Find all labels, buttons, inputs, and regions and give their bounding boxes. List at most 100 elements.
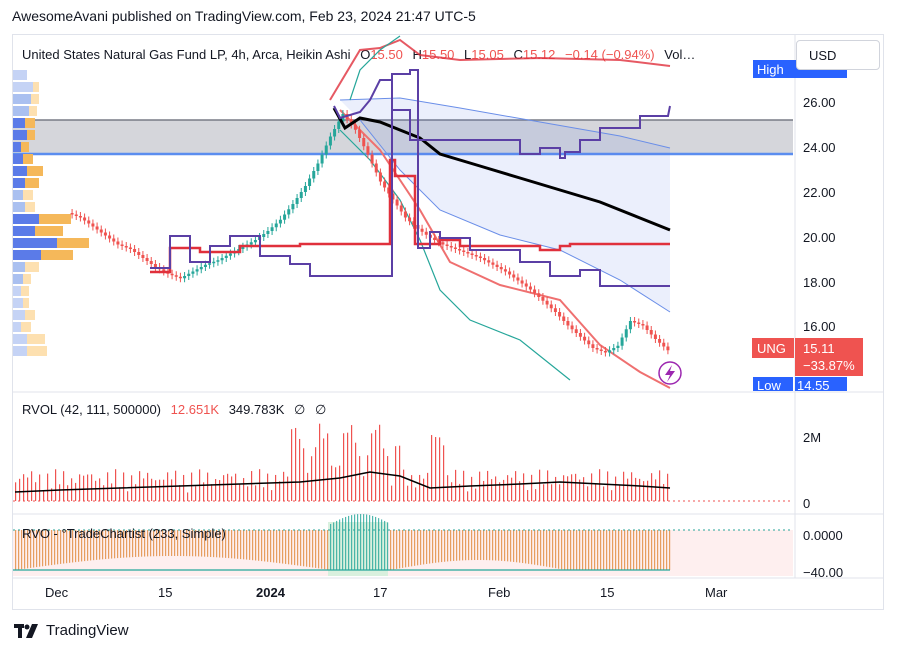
rvo-bar bbox=[261, 530, 263, 562]
rvo-bar bbox=[555, 530, 557, 569]
rvol-bar bbox=[219, 480, 221, 501]
rvol-bar bbox=[595, 483, 597, 501]
rvol-bar bbox=[271, 490, 273, 501]
rvo-bar bbox=[189, 530, 191, 557]
rvo-bar bbox=[252, 530, 254, 561]
candle bbox=[449, 246, 453, 248]
rvol-bar bbox=[563, 475, 565, 501]
rvo-bar bbox=[507, 530, 509, 562]
rvo-bar bbox=[108, 530, 110, 559]
rvo-bar bbox=[549, 530, 551, 568]
rvo-bar bbox=[42, 530, 44, 567]
rvo-bar bbox=[15, 530, 17, 570]
rvo-bar bbox=[132, 530, 134, 558]
rvo-bar bbox=[345, 516, 347, 570]
candle bbox=[283, 214, 287, 220]
rvol-bar bbox=[407, 485, 409, 501]
rvo-bar bbox=[645, 530, 647, 570]
rvol-bar bbox=[139, 471, 141, 501]
candle bbox=[128, 247, 132, 249]
rvo-bar bbox=[618, 530, 620, 570]
rvo-bar bbox=[573, 530, 575, 570]
candle bbox=[628, 321, 632, 330]
volume-profile bbox=[13, 70, 89, 356]
candle bbox=[295, 198, 299, 204]
rvo-bar bbox=[33, 530, 35, 568]
candle bbox=[441, 242, 445, 245]
candle bbox=[153, 264, 157, 267]
candle bbox=[262, 234, 266, 237]
rvo-bar bbox=[531, 530, 533, 565]
rvo-bar bbox=[57, 530, 59, 565]
rvol-bar bbox=[355, 442, 357, 501]
rvol-bar bbox=[443, 445, 445, 501]
rvo-bar bbox=[297, 530, 299, 566]
rvo-bar bbox=[441, 530, 443, 563]
rvo-bar bbox=[525, 530, 527, 564]
candle bbox=[495, 264, 499, 267]
rvo-bar bbox=[315, 530, 317, 568]
rvo-bar bbox=[84, 530, 86, 562]
rvo-bar bbox=[333, 522, 335, 570]
rvo-bar bbox=[144, 530, 146, 557]
rvol-bar bbox=[547, 470, 549, 501]
lightning-icon[interactable] bbox=[658, 361, 682, 385]
rvol-bar bbox=[471, 476, 473, 501]
rvol-bar bbox=[319, 423, 321, 501]
purple-step-line-low bbox=[150, 69, 670, 287]
rvol-bar bbox=[379, 424, 381, 501]
rvol-bars bbox=[15, 423, 669, 501]
rvol-bar bbox=[359, 456, 361, 501]
rvol-bar bbox=[391, 485, 393, 501]
rvol-bar bbox=[123, 472, 125, 501]
chart-frame[interactable] bbox=[12, 34, 884, 610]
currency-selector[interactable]: USD bbox=[796, 40, 880, 70]
time-tick: 17 bbox=[373, 585, 387, 600]
rvo-bar bbox=[384, 520, 386, 570]
candle bbox=[70, 213, 74, 215]
rvol-bar bbox=[571, 474, 573, 501]
rvol-bar bbox=[67, 485, 69, 501]
candle bbox=[141, 255, 145, 258]
candle bbox=[666, 346, 670, 351]
rvo-bar bbox=[546, 530, 548, 567]
rvo-bar bbox=[495, 530, 497, 561]
rvol-bar bbox=[599, 469, 601, 501]
rvo-bar bbox=[513, 530, 515, 562]
candle bbox=[287, 209, 291, 215]
rvol-bar bbox=[119, 487, 121, 501]
candle bbox=[583, 336, 587, 341]
rvol-bar bbox=[115, 469, 117, 501]
rvo-bar bbox=[243, 530, 245, 560]
rvo-bar bbox=[432, 530, 434, 564]
rvol-bar bbox=[403, 469, 405, 501]
rvo-axis-0: 0.0000 bbox=[803, 528, 843, 543]
rvo-bar bbox=[402, 530, 404, 568]
rvol-bar bbox=[395, 446, 397, 501]
svg-text:15.11: 15.11 bbox=[803, 341, 835, 356]
rvo-bar bbox=[300, 530, 302, 566]
candle bbox=[220, 258, 224, 261]
rvo-bar bbox=[339, 519, 341, 570]
rvo-bar bbox=[204, 530, 206, 557]
time-axis[interactable]: Dec 15 2024 17 Feb 15 Mar bbox=[45, 585, 728, 600]
price-axis[interactable]: 26.00 24.00 22.00 20.00 18.00 16.00 bbox=[803, 95, 836, 334]
rvo-bar bbox=[459, 530, 461, 561]
rvo-bar bbox=[498, 530, 500, 561]
rvo-bar bbox=[336, 520, 338, 570]
rvo-bar bbox=[378, 518, 380, 570]
rvol-bar bbox=[519, 481, 521, 501]
rvo-bar bbox=[222, 530, 224, 558]
rvo-bar bbox=[186, 530, 188, 557]
time-tick: 2024 bbox=[256, 585, 286, 600]
candle bbox=[116, 241, 120, 245]
rvol-bar bbox=[27, 477, 29, 501]
rvol-bar bbox=[331, 465, 333, 501]
rvo-bar bbox=[657, 530, 659, 570]
rvo-bar bbox=[45, 530, 47, 566]
candle bbox=[308, 178, 312, 186]
rvol-bar bbox=[439, 437, 441, 501]
rvo-bar bbox=[399, 530, 401, 569]
tradingview-brand[interactable]: TradingView bbox=[14, 622, 129, 639]
